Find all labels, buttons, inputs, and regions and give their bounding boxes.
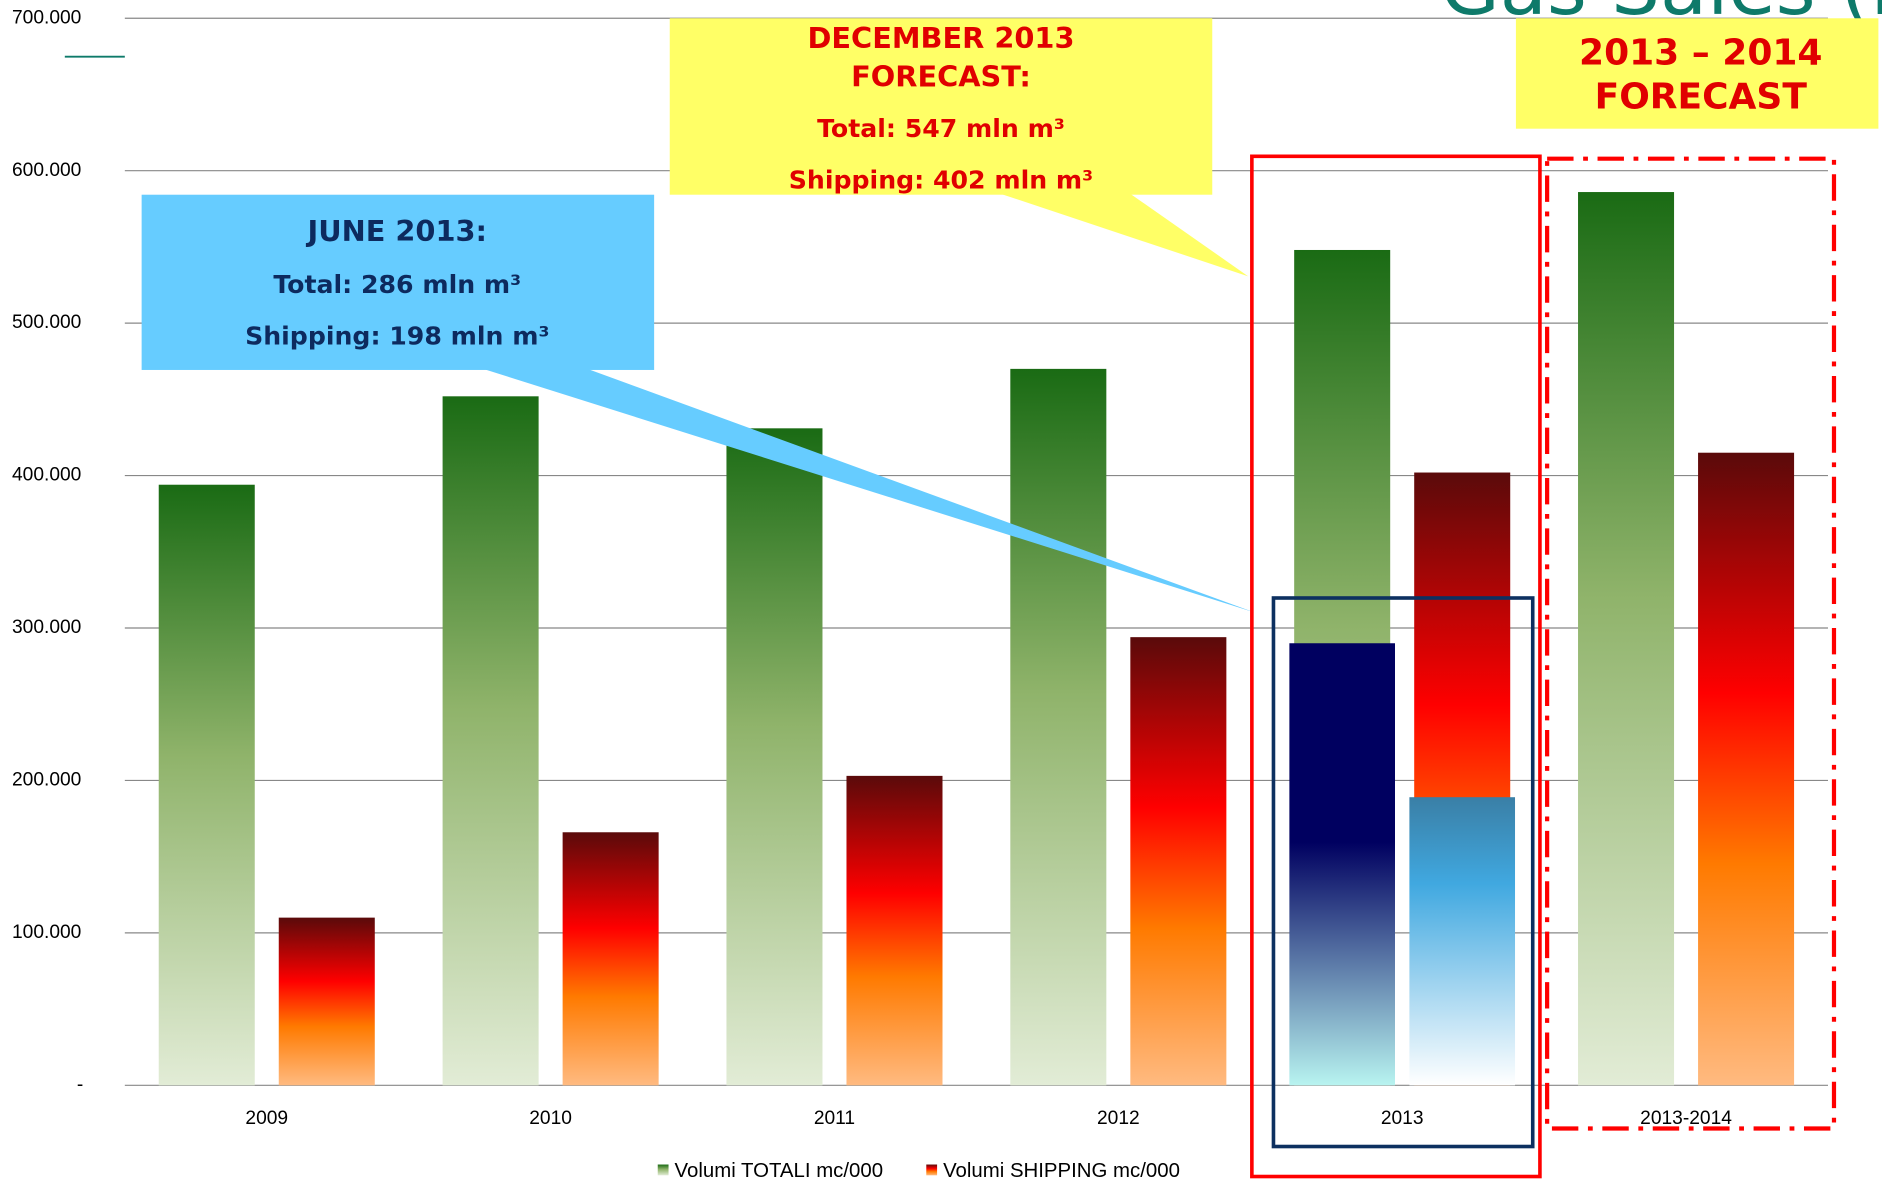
y-tick-label: 600.000 [12,160,81,181]
x-tick-label: 2009 [245,1108,288,1129]
overlay-bar [1409,797,1516,1086]
bar [1130,637,1227,1086]
bar [278,917,375,1086]
callout [996,192,1249,277]
highlight-box [1250,154,1542,1179]
bar [158,484,255,1086]
y-tick-label: 300.000 [12,617,81,638]
overlay-bar [1289,643,1395,1086]
annotation: FORECAST [1595,77,1808,118]
x-tick-label: 2013-2014 [1640,1108,1732,1129]
y-tick-label: 100.000 [12,922,81,943]
callout-box [1515,18,1879,129]
y-tick-label: 500.000 [12,312,81,333]
annotation: DECEMBER 2013 [807,21,1074,55]
legend-label: Volumi TOTALI mc/000 [675,1160,884,1182]
bar [442,396,539,1086]
bar [1010,368,1107,1086]
legend-swatch [926,1164,938,1176]
annotation: Shipping: 402 mln m³ [789,166,1093,195]
annotation: Total: 286 mln m³ [273,270,521,299]
annotation: Total: 547 mln m³ [817,114,1065,143]
x-tick-label: 2013 [1381,1108,1424,1129]
legend-label: Volumi SHIPPING mc/000 [943,1160,1180,1182]
bar [562,832,659,1086]
x-tick-label: 2010 [529,1108,572,1129]
x-tick-label: 2011 [814,1108,855,1129]
bar [726,428,823,1086]
bar [1578,192,1675,1086]
annotation: Shipping: 198 mln m³ [245,322,549,351]
highlight-box [1271,596,1535,1149]
plot: - 100.000 200.000 300.000 400.000 500.000 600.… [12,7,1828,1129]
annotation: 2013 – 2014 [1579,32,1822,73]
x-tick-label: 2012 [1097,1108,1140,1129]
bar [846,775,943,1086]
callout-box [141,194,655,370]
callout [456,360,1255,613]
annotation: JUNE 2013: [306,214,488,248]
legend-swatch [657,1164,669,1176]
y-tick-label: 700.000 [12,7,81,28]
y-tick-label: 400.000 [12,465,81,486]
y-tick-label: 200.000 [12,770,81,791]
bar [1698,452,1795,1086]
highlight-box [1545,156,1837,1131]
callout-box [669,18,1213,195]
annotation: FORECAST: [851,59,1031,93]
y-tick-label: - [77,1074,83,1095]
